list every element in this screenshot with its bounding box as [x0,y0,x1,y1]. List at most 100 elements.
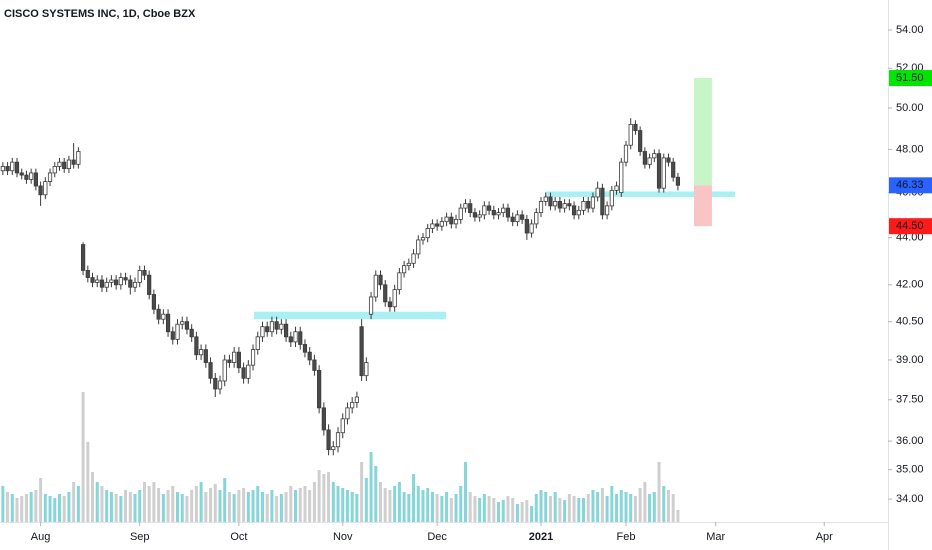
volume-bar [180,494,184,522]
candle-body [90,277,95,283]
candle-body [666,157,671,163]
volume-bar [190,490,194,522]
candle-body [114,279,119,286]
volume-bar [138,490,142,522]
candle-body [496,212,501,216]
volume-pane [1,392,680,522]
volume-bar [275,496,279,522]
candle-body [406,262,411,267]
candle-body [165,313,171,333]
volume-bar [72,482,76,522]
volume-bar [204,492,208,522]
volume-bar [657,462,661,522]
volume-bar [161,494,165,522]
volume-bar [426,488,430,522]
zone [545,191,736,197]
x-tick-label: Mar [706,531,725,543]
volume-bar [468,492,472,522]
candle-body [642,151,647,165]
candle-body [137,270,142,283]
candle-body [250,349,256,366]
volume-bar [671,494,675,522]
volume-bar [152,482,156,522]
candle-body [175,323,180,340]
volume-bar [176,492,180,522]
volume-bar [345,490,349,522]
volume-bar [515,504,519,522]
volume-bar [294,490,298,522]
volume-bar [600,488,604,522]
volume-bar [629,494,633,522]
candle-body [156,308,161,320]
volume-bar [322,474,326,522]
candle-body [623,144,629,163]
candle-body [14,161,20,174]
volume-bar [534,494,538,522]
volume-bar [20,496,24,522]
volume-bar [539,490,543,522]
price-label-text: 44.50 [896,220,924,232]
volume-bar [563,500,567,522]
candle-body [524,218,529,234]
candle-body [217,380,223,390]
candle-body [24,174,29,180]
candle-body [373,274,378,298]
candle-body [590,196,596,209]
volume-bar [62,496,66,522]
volume-bar [223,478,227,522]
candle-body [453,218,459,225]
candle-body [80,244,86,271]
volume-bar [652,492,656,522]
volume-bar [298,488,302,522]
volume-bar [374,466,378,522]
candle-body [491,209,496,216]
candle-body [628,123,633,146]
candle-body [260,326,265,338]
candle-body [529,223,534,234]
candle-body [118,277,123,286]
x-tick-label: Nov [333,531,353,543]
volume-bar [270,490,274,522]
volume-bar [379,482,383,522]
volume-bar [572,496,576,522]
candle-body [586,201,591,209]
volume-bar [402,492,406,522]
candle-body [553,201,558,207]
candle-body [605,205,610,216]
volume-bar [407,494,411,522]
volume-bar [95,482,99,522]
candle-body [47,172,53,182]
candle-body [57,161,62,167]
candle-body [85,270,90,278]
candle-body [331,446,336,451]
candle-body [368,296,374,315]
volume-bar [548,496,552,522]
volume-bar [279,494,283,522]
candle-body [562,203,567,209]
candle-body [463,203,468,209]
volume-bar [610,486,614,522]
volume-bar [24,494,28,522]
y-tick-label: 54.00 [896,24,924,36]
volume-bar [638,488,642,522]
candle-body [161,313,166,320]
candle-body [477,214,482,218]
volume-bar [487,496,491,522]
candle-body [638,130,643,152]
candle-body [359,326,364,377]
candle-body [515,214,520,223]
candle-body [510,216,515,223]
candle-body [392,289,397,308]
volume-bar [1,486,5,522]
candle-body [501,207,506,213]
candle-body [279,323,284,330]
volume-bar [76,486,80,522]
volume-bar [100,486,104,522]
candle-body [307,351,312,361]
candle-body [293,331,298,343]
candle-body [142,270,147,276]
volume-bar [648,494,652,522]
candle-body [538,201,544,213]
